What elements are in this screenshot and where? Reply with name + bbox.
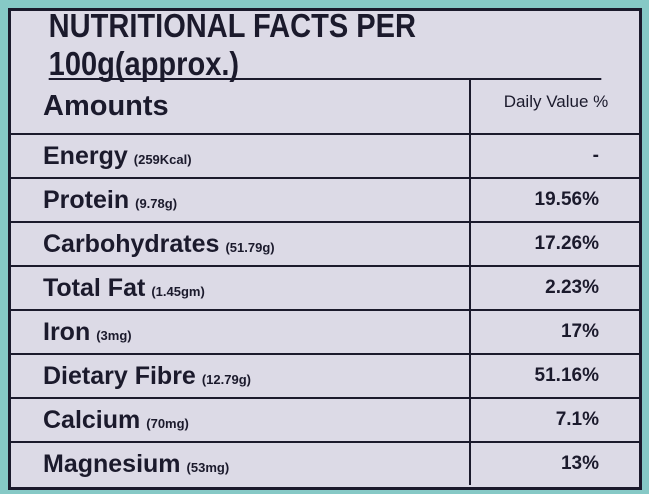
daily-value: 7.1% — [555, 409, 599, 430]
nutrient-cell: Energy (259Kcal) — [11, 135, 471, 177]
daily-value: 13% — [560, 453, 599, 474]
nutrient-amount: (70mg) — [146, 415, 189, 431]
daily-value: 51.16% — [534, 365, 599, 386]
header-amounts: Amounts — [43, 90, 169, 122]
header-row: Amounts Daily Value % — [11, 80, 639, 135]
nutrient-name: Protein — [43, 185, 130, 214]
nutrient-name: Calcium — [43, 405, 141, 434]
nutrient-cell: Protein (9.78g) — [11, 179, 471, 221]
nutrient-cell: Calcium (70mg) — [11, 399, 471, 441]
table-row: Carbohydrates (51.79g) 17.26% — [11, 223, 639, 267]
nutrient-cell: Magnesium (53mg) — [11, 443, 471, 485]
nutrient-amount: (259Kcal) — [133, 151, 192, 167]
daily-value: 2.23% — [545, 277, 599, 298]
nutrient-cell: Dietary Fibre (12.79g) — [11, 355, 471, 397]
nutrient-name: Carbohydrates — [43, 229, 220, 258]
nutrient-name: Dietary Fibre — [43, 361, 196, 390]
nutrient-amount: (9.78g) — [135, 195, 178, 211]
nutrient-name: Energy — [43, 141, 128, 170]
daily-value: - — [592, 145, 599, 166]
nutrient-name: Iron — [43, 317, 91, 346]
nutrient-amount: (1.45gm) — [151, 283, 205, 299]
table-row: Protein (9.78g) 19.56% — [11, 179, 639, 223]
table-row: Total Fat (1.45gm) 2.23% — [11, 267, 639, 311]
nutrient-cell: Total Fat (1.45gm) — [11, 267, 471, 309]
nutrient-amount: (53mg) — [186, 459, 230, 475]
table-row: Calcium (70mg) 7.1% — [11, 399, 639, 443]
daily-value: 17.26% — [534, 233, 599, 254]
nutrient-amount: (51.79g) — [225, 239, 275, 255]
table-row: Magnesium (53mg) 13% — [11, 443, 639, 485]
daily-value: 19.56% — [534, 189, 599, 210]
table-title: NUTRITIONAL FACTS PER 100g(approx.) — [48, 7, 602, 82]
table-row: Dietary Fibre (12.79g) 51.16% — [11, 355, 639, 399]
nutrient-cell: Iron (3mg) — [11, 311, 471, 353]
nutrition-table: NUTRITIONAL FACTS PER 100g(approx.) Amou… — [8, 7, 642, 490]
nutrient-name: Magnesium — [43, 449, 181, 478]
nutrient-amount: (3mg) — [96, 327, 132, 343]
daily-value: 17% — [560, 321, 599, 342]
table-row: Iron (3mg) 17% — [11, 311, 639, 355]
nutrient-amount: (12.79g) — [201, 371, 251, 387]
header-cell: Amounts — [11, 80, 471, 133]
nutrient-cell: Carbohydrates (51.79g) — [11, 223, 471, 265]
table-row: Energy (259Kcal) - — [11, 135, 639, 179]
header-daily-value: Daily Value % — [503, 92, 609, 111]
nutrient-name: Total Fat — [43, 273, 146, 302]
